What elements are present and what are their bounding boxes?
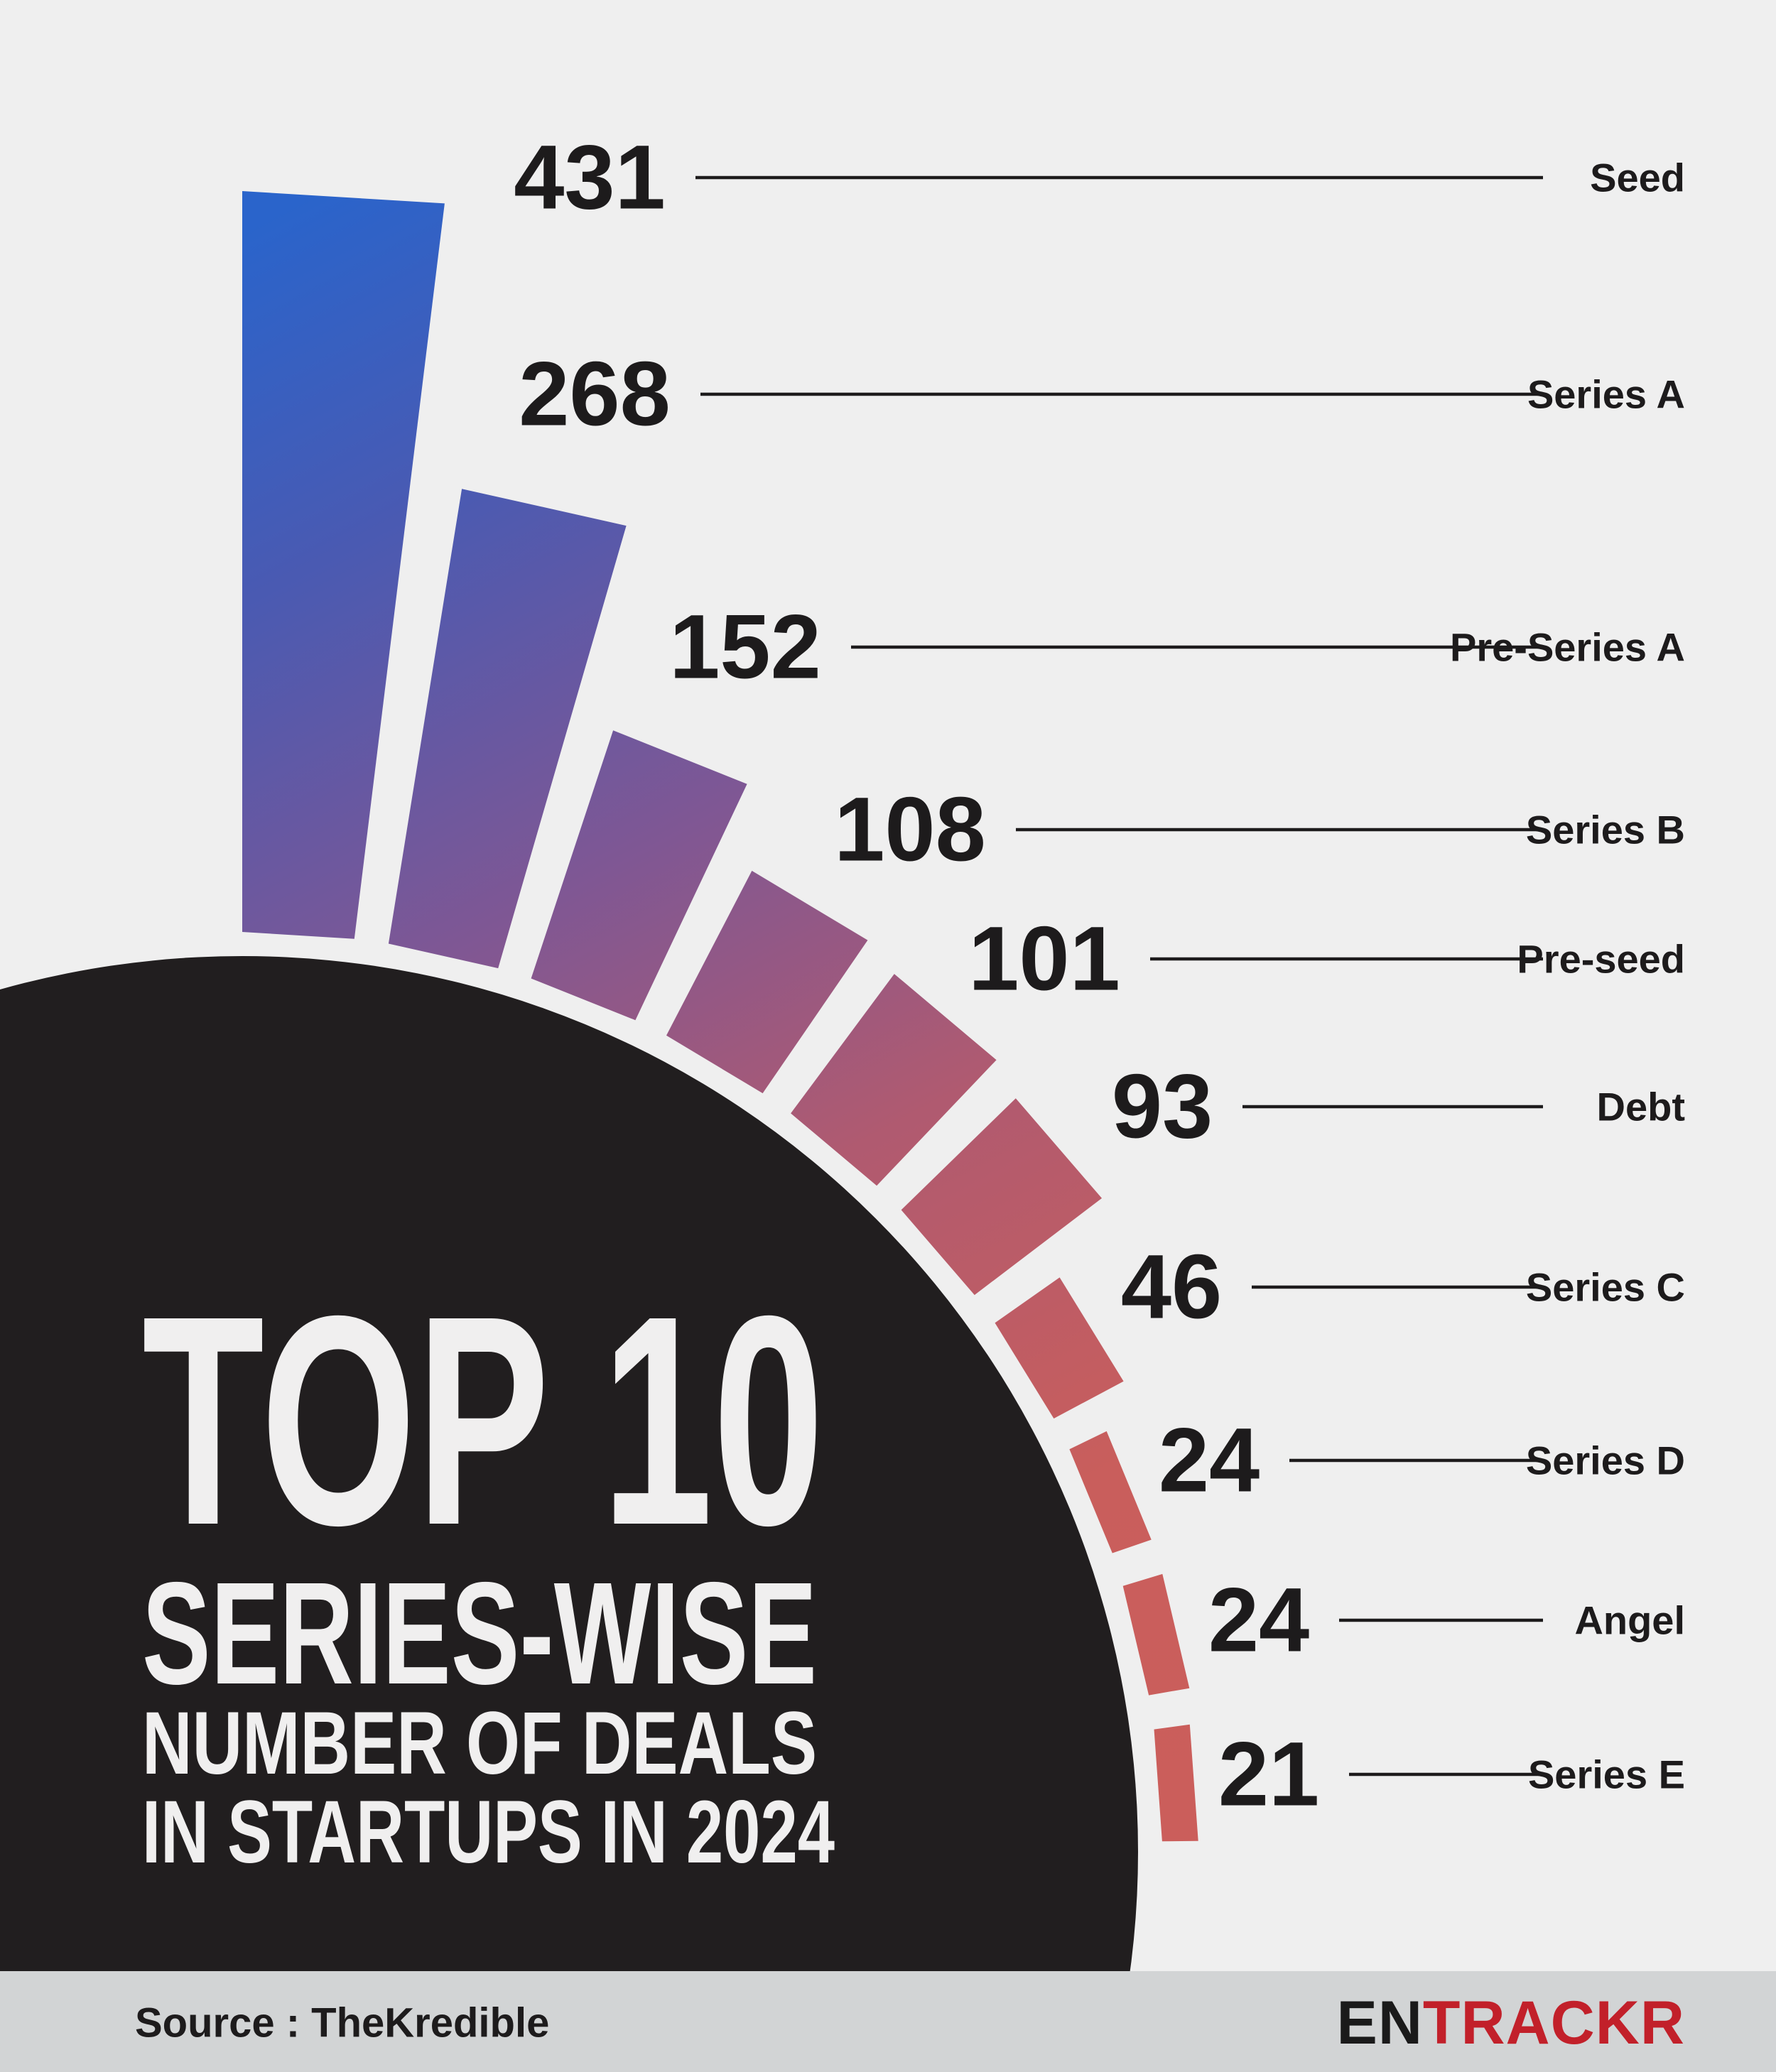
- bar-category-label-series-d: Series D: [1526, 1438, 1685, 1483]
- bar-value-series-c: 46: [1121, 1237, 1222, 1338]
- title-line-3: NUMBER OF DEALS: [142, 1694, 817, 1793]
- bar-category-label-series-c: Series C: [1526, 1265, 1685, 1310]
- bar-value-series-a: 268: [519, 344, 671, 445]
- title-circle: [0, 956, 1138, 2072]
- bar-value-series-d: 24: [1159, 1410, 1260, 1512]
- title-line-1: TOP 10: [142, 1254, 824, 1588]
- bar-series-a: [388, 489, 627, 969]
- bar-category-label-series-e: Series E: [1528, 1752, 1685, 1797]
- entrackr-logo: ENTRACKR: [1336, 1989, 1685, 2057]
- fan-callouts: 431 Seed 268 Series A 152 Pre-Series A 108 Seri…: [514, 127, 1685, 1826]
- bar-category-label-pre-seed: Pre-seed: [1517, 937, 1685, 982]
- bar-value-series-e: 21: [1218, 1724, 1319, 1826]
- bar-category-label-debt: Debt: [1597, 1085, 1685, 1129]
- bar-value-pre-series-a: 152: [669, 597, 821, 698]
- bar-series-e: [1154, 1724, 1198, 1842]
- title-line-2: SERIES-WISE: [142, 1552, 817, 1715]
- bar-category-label-series-a: Series A: [1527, 372, 1685, 417]
- source-credit: Source : TheKredible: [135, 2000, 549, 2046]
- bar-angel: [1122, 1573, 1190, 1696]
- bar-series-d: [1069, 1431, 1152, 1553]
- bar-series-c: [995, 1277, 1124, 1419]
- bar-debt: [901, 1098, 1102, 1296]
- bar-value-seed: 431: [514, 127, 666, 229]
- bar-category-label-angel: Angel: [1574, 1598, 1685, 1643]
- bar-seed: [242, 191, 445, 939]
- fan-bars: [242, 191, 1198, 1842]
- title-line-4: IN STARTUPS IN 2024: [142, 1783, 835, 1882]
- bar-value-series-b: 108: [834, 779, 986, 881]
- bar-pre-series-a: [531, 730, 747, 1021]
- logo-part-red: TRACKR: [1423, 1989, 1685, 2057]
- logo-part-black: EN: [1336, 1989, 1422, 2057]
- bar-category-label-pre-series-a: Pre-Series A: [1450, 625, 1685, 670]
- bar-category-label-seed: Seed: [1590, 156, 1685, 200]
- bar-series-b: [666, 870, 868, 1094]
- bar-value-pre-seed: 101: [968, 908, 1120, 1010]
- bar-pre-seed: [791, 974, 997, 1186]
- bar-value-debt: 93: [1112, 1056, 1213, 1158]
- bar-value-angel: 24: [1208, 1570, 1309, 1671]
- bar-category-label-series-b: Series B: [1526, 808, 1685, 852]
- footer-band: [0, 1971, 1776, 2072]
